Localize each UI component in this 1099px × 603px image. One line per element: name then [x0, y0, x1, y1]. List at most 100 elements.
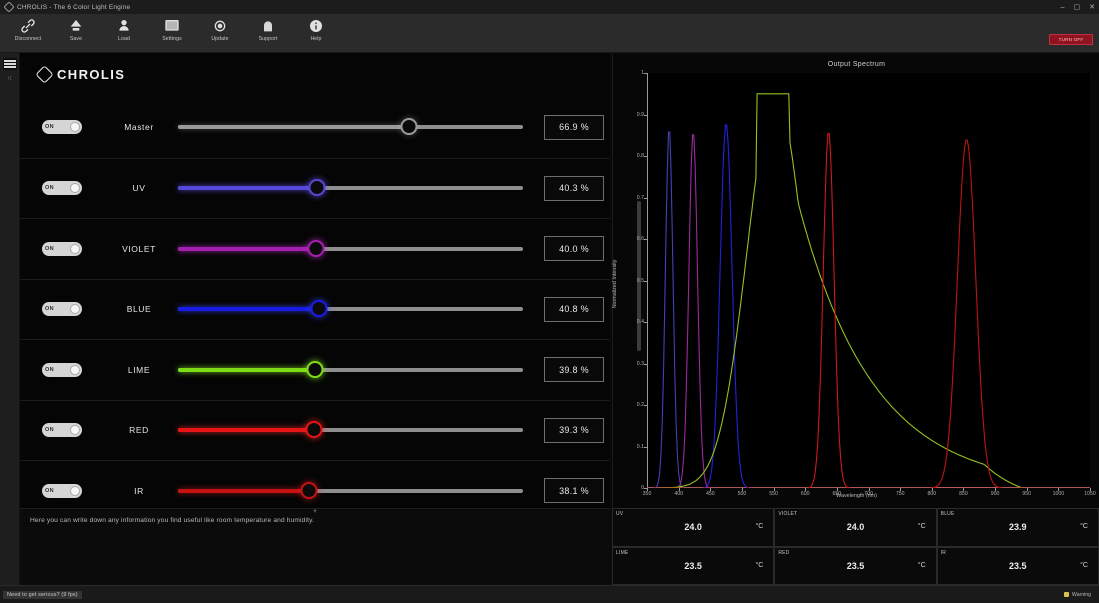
channel-toggle-ir[interactable]: ON [42, 483, 82, 498]
chart-x-tick-mark [963, 488, 965, 491]
link-icon [20, 17, 37, 34]
chart-x-tick-mark [1058, 488, 1060, 491]
slider-fill [178, 367, 316, 372]
toolbar-label: Support [258, 36, 278, 42]
temperature-unit: °C [1080, 523, 1088, 530]
channel-toggle-uv[interactable]: ON [42, 181, 82, 196]
channel-value-input[interactable]: 39.8 % [544, 357, 604, 383]
channel-slider-violet[interactable] [178, 239, 523, 257]
chart-y-tick-mark [644, 363, 647, 365]
channel-slider-master[interactable] [178, 118, 523, 136]
channel-label: IR [134, 485, 144, 496]
status-warning[interactable]: Warning [1063, 592, 1091, 598]
y-axis-range-slider[interactable] [637, 201, 641, 351]
chart-x-tick-mark [741, 488, 743, 491]
channel-label: LIME [127, 364, 151, 375]
temperature-unit: °C [917, 523, 926, 530]
slider-thumb[interactable] [306, 360, 324, 378]
toolbar-item-support[interactable]: Support [244, 14, 292, 52]
chart-x-tick-label: 600 [800, 491, 810, 497]
channel-slider-uv[interactable] [178, 179, 523, 197]
chart-background [647, 73, 1090, 488]
channel-value-input[interactable]: 38.1 % [544, 478, 604, 504]
channel-value: 40.3 % [559, 183, 589, 194]
chart-x-tick-label: 700 [864, 491, 873, 497]
channel-slider-lime[interactable] [178, 360, 523, 378]
slider-thumb[interactable] [308, 179, 326, 197]
channel-value-input[interactable]: 39.3 % [544, 417, 604, 443]
chart-x-tick-mark [773, 488, 775, 491]
slider-thumb[interactable] [307, 239, 325, 257]
toolbar-item-settings[interactable]: Settings [148, 14, 196, 52]
toolbar-item-save[interactable]: Save [52, 14, 100, 52]
channel-value-input[interactable]: 40.0 % [544, 236, 604, 262]
chart-y-tick-label: 0.3 [636, 360, 644, 367]
maximize-button[interactable]: ▢ [1073, 3, 1081, 11]
spectrum-curve-ir [647, 139, 1090, 488]
toggle-knob [70, 304, 80, 315]
toolbar-label: Help [310, 36, 322, 42]
chart-x-tick-label: 450 [705, 491, 715, 497]
minimize-button[interactable]: – [1060, 3, 1065, 11]
channel-label: VIOLET [122, 243, 156, 254]
status-message: Need to get serious? (9 fps) [3, 590, 82, 599]
brand-name: CHROLIS [57, 67, 126, 82]
chart-y-tick-mark [644, 446, 647, 448]
channel-value-input[interactable]: 40.8 % [544, 296, 604, 322]
channel-toggle-master[interactable]: ON [42, 120, 82, 135]
close-button[interactable]: ✕ [1089, 3, 1095, 11]
toggle-state-label: ON [45, 306, 54, 313]
chart-y-tick-label: 0.8 [636, 153, 644, 159]
temperature-channel-name: UV [616, 511, 624, 517]
slider-thumb[interactable] [300, 481, 318, 499]
chart-y-axis [647, 73, 648, 488]
emergency-off-button[interactable]: TURN OFF [1049, 34, 1093, 45]
main-toolbar: Disconnect Save Load Se [0, 14, 1099, 53]
channel-row: ON RED 39.3 % [20, 399, 610, 461]
slider-thumb[interactable] [310, 300, 328, 318]
toolbar-label: Settings [162, 36, 182, 42]
channel-label: Master [124, 122, 154, 133]
temperature-cell-red: RED 23.5 °C [774, 546, 937, 585]
chart-y-tick-label: 0.1 [636, 443, 644, 450]
chart-y-tick-label: 1 [641, 70, 644, 76]
chart-x-tick-mark [868, 488, 870, 491]
channel-toggle-blue[interactable]: ON [42, 302, 82, 317]
chart-x-tick-label: 800 [927, 491, 937, 497]
chart-plot-area[interactable]: 0 0.1 0.2 0.3 0.4 0.5 0.6 0.7 0.8 0.9 1 350 400 450 50… [637, 70, 1096, 497]
chart-y-tick-mark [644, 488, 647, 489]
toolbar-label: Save [69, 36, 83, 42]
channel-slider-blue[interactable] [178, 300, 523, 318]
chart-x-tick-mark [995, 488, 997, 491]
temperature-unit: °C [755, 561, 764, 569]
chart-y-tick-label: 0 [641, 485, 644, 491]
channel-rows: ON Master 66.9 % ON UV 40.3 % ON VIOLET 40.0 % ON… [20, 97, 610, 521]
channel-toggle-lime[interactable]: ON [42, 362, 82, 377]
toolbar-item-disconnect[interactable]: Disconnect [4, 14, 52, 52]
notes-area[interactable]: ▼ Here you can write down any informatio… [20, 508, 610, 585]
channel-value-input[interactable]: 40.3 % [544, 175, 604, 201]
toggle-state-label: ON [45, 124, 54, 131]
channel-toggle-red[interactable]: ON [42, 423, 82, 438]
chart-y-tick-mark [644, 405, 647, 406]
toolbar-item-load[interactable]: Load [100, 14, 148, 52]
channel-label: BLUE [126, 304, 152, 315]
app-logo-hexagon-icon [3, 1, 15, 13]
toolbar-item-update[interactable]: Update [196, 14, 244, 52]
chart-y-tick-label: 0.9 [636, 111, 644, 118]
hamburger-icon[interactable] [2, 58, 17, 70]
slider-thumb[interactable] [400, 118, 418, 136]
toggle-state-label: ON [45, 245, 54, 252]
warning-icon [1063, 592, 1069, 597]
channel-slider-red[interactable] [178, 421, 523, 439]
channel-toggle-violet[interactable]: ON [42, 241, 82, 256]
chart-x-tick-label: 550 [769, 491, 778, 497]
channel-value-input[interactable]: 66.9 % [544, 114, 604, 140]
toggle-state-label: ON [45, 487, 54, 494]
temperature-cell-lime: LIME 23.5 °C [612, 546, 775, 585]
slider-thumb[interactable] [305, 421, 323, 439]
notes-resize-handle[interactable]: ▼ [312, 509, 318, 515]
channel-slider-ir[interactable] [178, 481, 523, 499]
toolbar-item-help[interactable]: Help [292, 14, 340, 52]
temperature-unit: °C [917, 561, 926, 569]
